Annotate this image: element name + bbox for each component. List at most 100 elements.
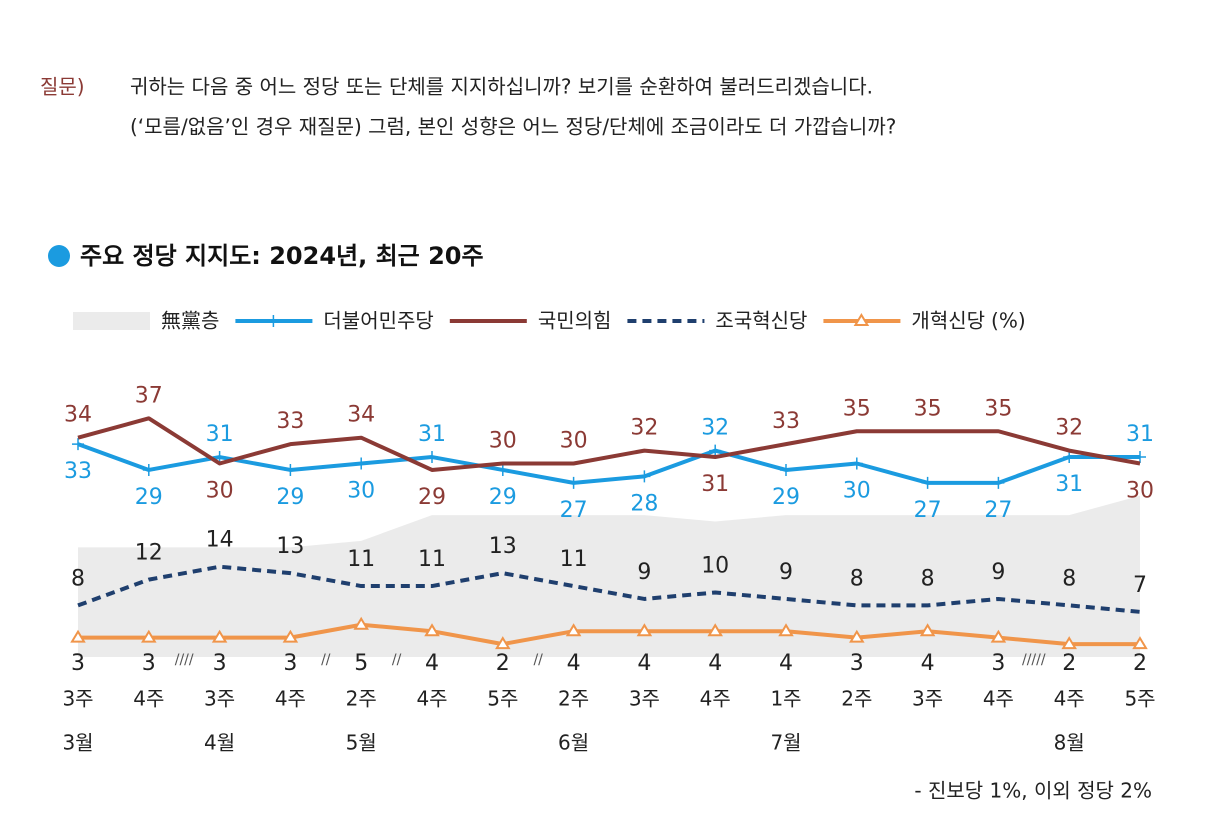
marker bbox=[211, 629, 228, 643]
value-label: 29 bbox=[489, 485, 517, 510]
month-label: 5월 bbox=[346, 731, 377, 755]
month-label: 3월 bbox=[62, 731, 93, 755]
marker bbox=[992, 476, 1005, 489]
marker bbox=[142, 463, 155, 476]
value-label: 34 bbox=[347, 403, 375, 428]
x-tick-label: 3주 bbox=[912, 687, 943, 711]
value-label: 2 bbox=[496, 651, 510, 676]
value-label: 29 bbox=[135, 485, 163, 510]
question-line: 귀하는 다음 중 어느 정당 또는 단체를 지지하십니까? 보기를 순환하여 불… bbox=[130, 75, 873, 99]
x-tick-label: 4주 bbox=[1054, 687, 1085, 711]
marker bbox=[565, 623, 582, 637]
legend-marker bbox=[853, 313, 870, 326]
marker bbox=[849, 629, 865, 643]
value-label: 30 bbox=[1126, 479, 1154, 504]
area bbox=[78, 495, 1140, 657]
marker bbox=[709, 444, 722, 457]
break-mark: // bbox=[533, 652, 543, 668]
value-label: 13 bbox=[276, 534, 304, 559]
value-label: 35 bbox=[843, 396, 871, 421]
x-tick-label: 3주 bbox=[629, 687, 660, 711]
month-label: 4월 bbox=[204, 731, 235, 755]
legend-unit: (%) bbox=[991, 309, 1026, 333]
value-label: 4 bbox=[708, 651, 722, 676]
value-label: 8 bbox=[1062, 566, 1076, 591]
marker bbox=[778, 623, 794, 637]
value-label: 28 bbox=[630, 491, 658, 516]
value-label: 27 bbox=[914, 498, 942, 523]
marker bbox=[850, 457, 863, 470]
value-label: 29 bbox=[276, 485, 304, 510]
value-label: 12 bbox=[135, 541, 163, 566]
value-label: 4 bbox=[425, 651, 439, 676]
value-label: 9 bbox=[991, 560, 1005, 585]
value-label: 33 bbox=[64, 459, 92, 484]
value-label: 4 bbox=[779, 651, 793, 676]
value-label: 3 bbox=[283, 651, 297, 676]
line bbox=[77, 442, 1140, 485]
marker bbox=[72, 438, 84, 451]
marker bbox=[1061, 636, 1077, 650]
line bbox=[77, 416, 1141, 472]
marker bbox=[424, 623, 440, 637]
chart-title: 주요 정당 지지도: 2024년, 최근 20주 bbox=[80, 242, 484, 270]
value-label: 13 bbox=[489, 534, 517, 559]
legend-label: 국민의힘 bbox=[538, 309, 612, 333]
question-label: 질문) bbox=[40, 75, 85, 99]
x-tick-label: 2주 bbox=[346, 687, 377, 711]
marker bbox=[707, 623, 723, 637]
marker bbox=[496, 463, 509, 476]
x-tick-label: 5주 bbox=[487, 687, 518, 711]
value-label: 14 bbox=[206, 528, 234, 553]
value-label: 8 bbox=[71, 566, 85, 591]
marker bbox=[284, 463, 297, 476]
value-label: 9 bbox=[637, 560, 651, 585]
value-label: 4 bbox=[921, 651, 935, 676]
month-label: 7월 bbox=[770, 731, 801, 755]
value-label: 3 bbox=[142, 651, 156, 676]
value-label: 9 bbox=[779, 560, 793, 585]
month-label: 6월 bbox=[558, 731, 589, 755]
value-label: 35 bbox=[984, 396, 1012, 421]
marker bbox=[921, 476, 934, 489]
value-label: 32 bbox=[1055, 416, 1083, 441]
x-tick-label: 2주 bbox=[558, 687, 589, 711]
x-tick-label: 4주 bbox=[983, 687, 1014, 711]
marker bbox=[353, 616, 369, 630]
break-mark: //// bbox=[175, 652, 194, 668]
value-label: 3 bbox=[850, 651, 864, 676]
value-label: 30 bbox=[347, 479, 375, 504]
value-label: 29 bbox=[418, 485, 446, 510]
x-tick-label: 4주 bbox=[275, 687, 306, 711]
value-label: 37 bbox=[135, 383, 163, 408]
legend-label: 더불어민주당 bbox=[323, 309, 433, 333]
x-tick-label: 2주 bbox=[841, 687, 872, 711]
marker bbox=[282, 629, 299, 643]
marker bbox=[567, 476, 580, 489]
marker bbox=[638, 470, 651, 483]
break-mark: ///// bbox=[1022, 652, 1046, 668]
marker bbox=[213, 451, 226, 464]
value-label: 31 bbox=[701, 472, 729, 497]
line bbox=[78, 622, 1140, 647]
marker bbox=[426, 451, 438, 464]
x-tick-label: 4주 bbox=[700, 687, 731, 711]
value-label: 30 bbox=[843, 479, 871, 504]
title-bullet bbox=[48, 245, 70, 267]
marker bbox=[919, 623, 936, 637]
line bbox=[77, 564, 1141, 614]
value-label: 10 bbox=[701, 554, 729, 579]
value-label: 32 bbox=[701, 416, 729, 441]
value-label: 31 bbox=[1126, 422, 1154, 447]
value-label: 2 bbox=[1062, 651, 1076, 676]
value-label: 35 bbox=[914, 396, 942, 421]
value-label: 3 bbox=[71, 651, 85, 676]
value-label: 34 bbox=[64, 403, 92, 428]
x-tick-label: 3주 bbox=[62, 687, 93, 711]
value-label: 11 bbox=[560, 547, 588, 572]
marker bbox=[141, 629, 157, 643]
value-label: 27 bbox=[984, 498, 1012, 523]
footnote: - 진보당 1%, 이외 정당 2% bbox=[914, 779, 1152, 803]
